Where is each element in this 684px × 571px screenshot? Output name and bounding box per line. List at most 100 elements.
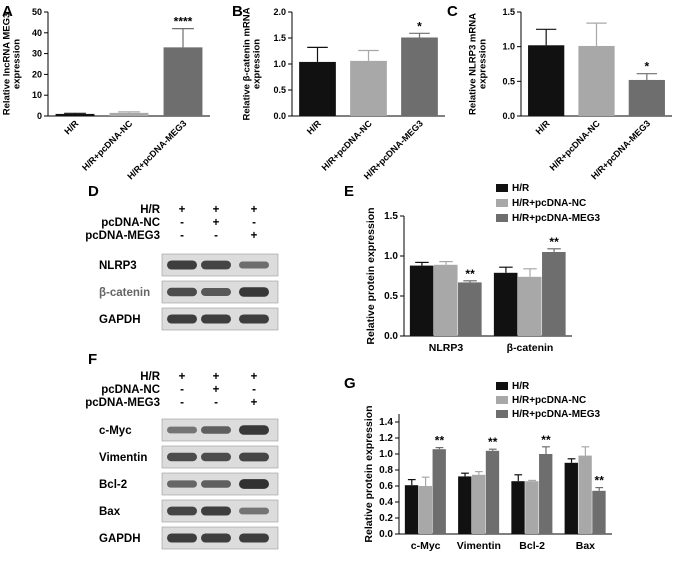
bar <box>299 61 336 116</box>
bar <box>578 45 615 117</box>
bar <box>418 486 433 534</box>
bar <box>432 449 446 534</box>
protein-band <box>239 287 269 297</box>
y-tick-label: 0.6 <box>379 481 393 492</box>
condition-mark: - <box>180 384 184 396</box>
condition-mark: + <box>179 204 186 216</box>
protein-band <box>167 287 197 297</box>
y-tick-label: 1.0 <box>379 449 393 460</box>
condition-mark: - <box>180 230 184 242</box>
protein-band <box>167 480 197 488</box>
y-tick-label: 1.5 <box>502 7 515 17</box>
legend-label: H/R+pcDNA-NC <box>512 198 586 209</box>
protein-band <box>167 533 197 543</box>
bar <box>458 476 472 534</box>
y-axis-title-line: Relative β-catenin mRNA <box>241 7 252 120</box>
panel-label-e: E <box>344 183 354 200</box>
x-category-label: NLRP3 <box>429 342 464 354</box>
significance-mark: * <box>644 60 649 74</box>
western-blot-d: H/R + + +pcDNA-NC - + -pcDNA-MEG3- - +NLRP3β-cat… <box>85 204 279 331</box>
protein-band <box>239 261 269 269</box>
condition-mark: - <box>252 384 256 396</box>
legend-swatch <box>496 410 508 418</box>
panel-label-g: G <box>344 375 356 392</box>
panel-label-c: C <box>447 3 458 20</box>
y-axis-title-line: expression <box>478 39 489 89</box>
protein-label: Vimentin <box>99 452 147 464</box>
significance-mark: ** <box>541 433 551 447</box>
bar <box>409 265 434 336</box>
bar <box>493 272 518 336</box>
condition-mark: + <box>213 384 220 396</box>
y-axis-title: Relative lncRNA MEG3expression <box>1 13 22 116</box>
x-category-label: Bax <box>576 540 595 552</box>
y-axis-title: Relative protein expression <box>363 405 375 542</box>
significance-mark: **** <box>174 15 193 29</box>
x-category-label: H/R+pcDNA-NC <box>80 118 135 173</box>
y-tick-label: 0.2 <box>379 513 393 524</box>
protein-band <box>239 425 269 435</box>
panel-label-d: D <box>88 183 99 200</box>
y-tick-label: 0.5 <box>273 85 286 95</box>
bar <box>539 454 553 534</box>
bar <box>433 264 458 336</box>
y-tick-label: 1.2 <box>379 433 393 444</box>
legend-label: H/R <box>512 183 530 194</box>
bar <box>401 37 438 117</box>
protein-label: β-catenin <box>99 287 150 299</box>
y-tick-label: 1.5 <box>273 33 286 43</box>
y-tick-label: 0.0 <box>273 111 286 121</box>
panel-label-a: A <box>2 3 13 20</box>
condition-mark: + <box>251 230 258 242</box>
protein-band <box>201 480 231 488</box>
chart-e-protein-expression: 0.0 0.5 1.0 1.5 Relative protein expression *… <box>365 183 601 354</box>
condition-label: H/R <box>140 204 161 216</box>
protein-band <box>167 426 197 434</box>
protein-label: NLRP3 <box>99 260 137 272</box>
legend-swatch <box>496 382 508 390</box>
bar <box>517 276 542 336</box>
condition-label: pcDNA-NC <box>101 217 160 229</box>
condition-mark: + <box>251 397 258 409</box>
protein-label: c-Myc <box>99 425 132 437</box>
chart-c-nlrp3-mrna: 0.0 0.5 1.0 1.5 Relative NLRP3 mRNAexpressio… <box>467 7 672 181</box>
y-axis-title-line: expression <box>252 39 263 89</box>
bar <box>458 282 482 336</box>
protein-band <box>201 533 231 543</box>
bar <box>485 450 500 534</box>
protein-band <box>167 314 197 324</box>
protein-band <box>167 452 197 462</box>
legend-label: H/R+pcDNA-NC <box>512 395 586 406</box>
condition-mark: + <box>179 371 186 383</box>
legend-swatch <box>496 396 508 404</box>
bar <box>109 112 149 116</box>
condition-mark: - <box>252 217 256 229</box>
condition-label: H/R <box>140 371 161 383</box>
protein-band <box>167 260 197 270</box>
bar <box>528 45 565 116</box>
significance-mark: ** <box>435 434 445 448</box>
protein-band <box>201 426 231 434</box>
bar <box>592 490 606 534</box>
protein-band <box>201 314 231 324</box>
legend-swatch <box>496 214 508 222</box>
y-axis-title-line: Relative NLRP3 mRNA <box>467 13 478 115</box>
condition-label: pcDNA-MEG3 <box>85 397 160 409</box>
x-category-label: β-catenin <box>507 342 554 354</box>
y-tick-label: 0.0 <box>379 529 393 540</box>
protein-band <box>239 452 269 462</box>
legend-label: H/R <box>512 381 530 392</box>
y-tick-label: 0.4 <box>379 497 393 508</box>
significance-mark: * <box>417 19 422 33</box>
bar <box>163 47 203 116</box>
protein-band <box>201 452 231 462</box>
bar <box>564 462 578 534</box>
protein-band <box>201 260 231 270</box>
condition-mark: - <box>214 397 218 409</box>
condition-mark: - <box>180 217 184 229</box>
bar <box>55 113 95 116</box>
bar <box>628 79 665 116</box>
protein-band <box>239 314 269 324</box>
y-axis-title-line: expression <box>12 39 23 89</box>
